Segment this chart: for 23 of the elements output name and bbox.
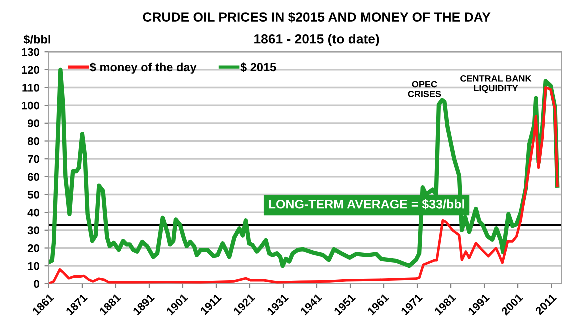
legend-label: $ money of the day — [90, 62, 197, 74]
y-axis-title: $/bbl — [24, 34, 50, 45]
y-tick-label: 120 — [22, 66, 40, 74]
annotation: CENTRAL BANK LIQUIDITY — [460, 76, 532, 94]
line-series — [48, 86, 559, 284]
legend-label: $ 2015 — [240, 62, 276, 72]
y-tick-label: 90 — [28, 120, 40, 128]
y-tick-label: 30 — [28, 226, 40, 235]
y-tick-label: 0 — [34, 280, 40, 288]
y-tick-label: 50 — [28, 191, 40, 199]
y-tick-label: 110 — [22, 84, 40, 92]
y-tick-label: 100 — [22, 102, 40, 110]
y-tick-label: 80 — [28, 138, 40, 146]
y-tick-label: 40 — [28, 208, 40, 217]
annotation: OPEC CRISES — [408, 81, 442, 98]
chart-subtitle: 1861 - 2015 (to date) — [254, 34, 380, 46]
chart-title: CRUDE OIL PRICES IN $2015 AND MONEY OF THE DAY — [143, 12, 491, 23]
y-tick-label: 10 — [28, 262, 40, 270]
y-tick-label: 60 — [28, 173, 40, 182]
y-tick-label: 70 — [28, 155, 40, 164]
ref-line-label: LONG-TERM AVERAGE = $33/bbl — [269, 199, 464, 210]
y-tick-label: 130 — [22, 48, 40, 56]
y-tick-label: 20 — [28, 244, 40, 252]
